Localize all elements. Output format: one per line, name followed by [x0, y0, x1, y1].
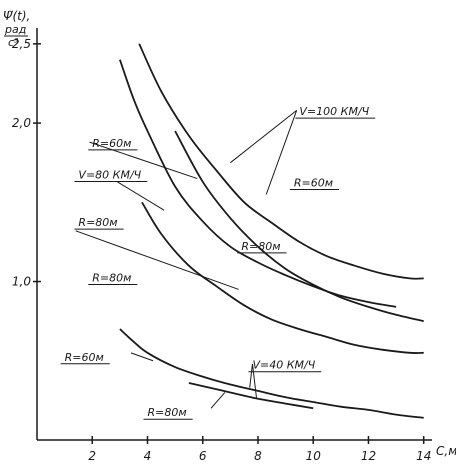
axes	[36, 28, 432, 441]
series-line-4	[119, 328, 424, 419]
x-tick-label: 10	[306, 449, 322, 463]
series-line-5	[188, 382, 314, 410]
annotation-label: V=80 КМ/Ч	[78, 169, 141, 182]
series-line-0	[138, 43, 424, 280]
annotation-label: R=60м	[92, 137, 131, 150]
annotation-leader	[249, 363, 253, 388]
curves	[119, 43, 424, 419]
annotation-label: R=80м	[147, 406, 186, 419]
annotation-label: V=100 КМ/Ч	[299, 105, 369, 118]
annotation-leader	[75, 230, 239, 290]
y-axis-label: Ψ̈(t),	[3, 9, 30, 23]
y-tick-label: 2,5	[12, 37, 31, 51]
annotation-label: V=40 КМ/Ч	[252, 359, 315, 372]
y-axis-unit-numerator: рад	[4, 23, 26, 36]
y-axis-title: Ψ̈(t), рад с³	[3, 9, 30, 49]
annotation-leader	[89, 141, 198, 180]
x-tick-label: 2	[88, 449, 96, 463]
annotation-label: R=60м	[294, 176, 333, 189]
annotation-label: R=80м	[78, 216, 117, 229]
series-line-2	[119, 59, 397, 308]
annotation-leader	[210, 392, 226, 409]
x-tick-label: 4	[144, 449, 152, 463]
annotation-leader	[230, 110, 297, 164]
x-tick-label: 14	[416, 449, 431, 463]
y-axis-unit-denominator: с³	[8, 36, 19, 49]
annotation-leader	[265, 110, 298, 195]
y-tick-label: 2,0	[12, 116, 31, 130]
x-tick-label: 12	[361, 449, 376, 463]
annotation-leader	[251, 363, 258, 399]
x-tick-label: 8	[254, 449, 262, 463]
ticks: 2 4 6 8 10 12 14 1,0 2,0 2,5	[12, 37, 431, 463]
annotation-label: R=80м	[92, 272, 131, 285]
x-tick-label: 6	[199, 449, 207, 463]
series-line-1	[174, 130, 424, 323]
annotations: V=100 КМ/Ч R=60м R=80м R=60м V=80 КМ/Ч R=80м R…	[60, 105, 376, 420]
y-tick-label: 1,0	[12, 275, 31, 289]
annotation-label: R=80м	[241, 240, 280, 253]
annotation-label: R=60м	[65, 351, 104, 364]
series-line-3	[141, 201, 424, 354]
x-axis-label: С,м	[436, 444, 456, 458]
annotation-leader	[116, 181, 165, 211]
annotation-leader	[130, 352, 154, 362]
